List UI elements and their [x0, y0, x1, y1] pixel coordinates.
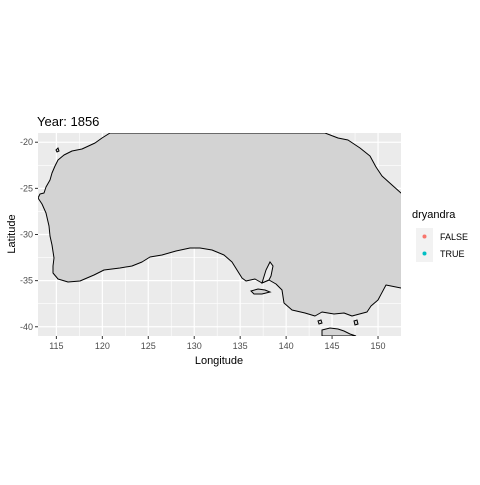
legend-item: FALSE — [416, 228, 468, 245]
bass-strait-island — [318, 320, 322, 324]
legend-label: TRUE — [440, 249, 465, 259]
x-tick-label: 145 — [325, 341, 340, 351]
legend: dryandra FALSE TRUE — [412, 209, 468, 262]
legend-label: FALSE — [440, 232, 468, 242]
legend-item: TRUE — [416, 245, 465, 262]
legend-title: dryandra — [412, 209, 456, 221]
legend-point-icon — [423, 252, 427, 256]
y-axis-ticks: -20 -25 -30 -35 -40 — [20, 137, 38, 332]
plot-title: Year: 1856 — [37, 114, 99, 129]
x-tick-label: 150 — [371, 341, 386, 351]
y-tick-label: -40 — [20, 322, 33, 332]
x-tick-label: 125 — [141, 341, 156, 351]
y-axis-title: Latitude — [6, 214, 18, 253]
x-axis-ticks: 115 120 125 130 135 140 145 150 — [49, 336, 385, 351]
x-tick-label: 130 — [187, 341, 202, 351]
x-tick-label: 115 — [49, 341, 63, 351]
x-tick-label: 140 — [279, 341, 294, 351]
y-tick-label: -20 — [20, 137, 33, 147]
y-tick-label: -25 — [20, 183, 33, 193]
x-axis-title: Longitude — [195, 355, 243, 367]
legend-point-icon — [423, 235, 427, 239]
y-tick-label: -30 — [20, 230, 33, 240]
x-tick-label: 120 — [95, 341, 110, 351]
flinders-island — [354, 320, 358, 325]
y-tick-label: -35 — [20, 276, 33, 286]
x-tick-label: 135 — [233, 341, 248, 351]
